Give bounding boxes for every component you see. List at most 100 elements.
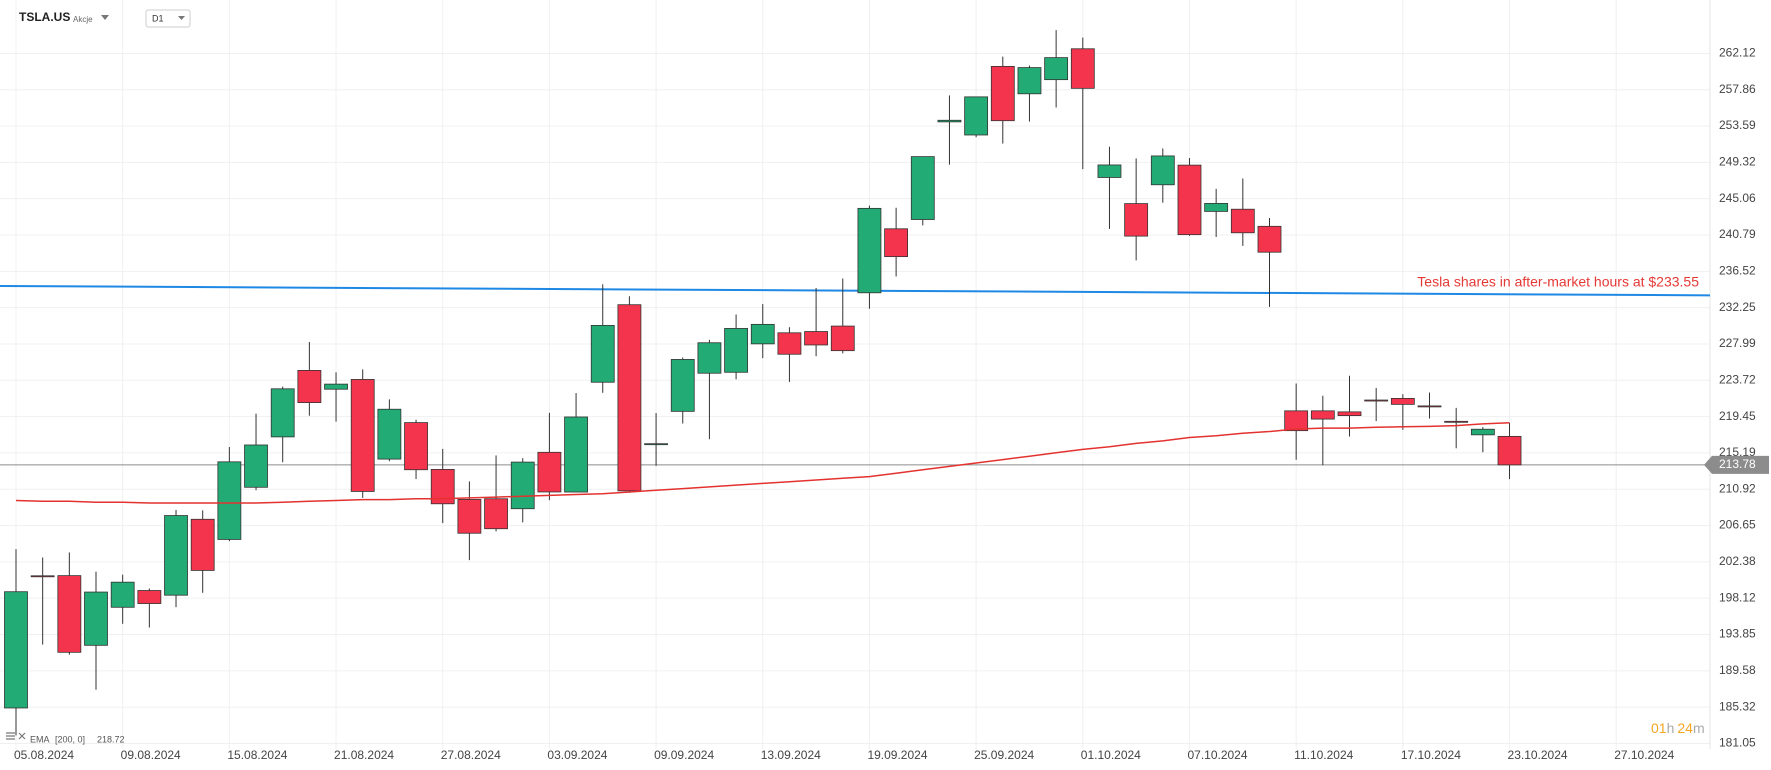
y-tick-label: 223.72 (1719, 372, 1756, 386)
candle-body (937, 119, 962, 123)
candle-body (910, 156, 935, 220)
candle-body (964, 96, 989, 136)
symbol: TSLA.US (19, 10, 70, 24)
candle-body (190, 518, 215, 571)
x-tick-label: 07.10.2024 (1187, 748, 1247, 762)
candle-body (1337, 411, 1362, 417)
x-tick-label: 15.08.2024 (227, 748, 287, 762)
candle-body (617, 304, 642, 492)
last-price-box (1704, 455, 1769, 474)
candle-body (30, 575, 55, 578)
ema-name: EMA (30, 734, 50, 744)
y-tick-label: 249.32 (1719, 155, 1756, 169)
y-tick-label: 210.92 (1719, 481, 1756, 495)
ema-params: [200, 0] (55, 734, 85, 744)
symbol-dropdown[interactable] (101, 15, 109, 20)
x-tick-label: 13.09.2024 (761, 748, 821, 762)
x-tick-label: 01.10.2024 (1081, 748, 1141, 762)
candle-body (4, 591, 28, 709)
candle-body (644, 443, 668, 446)
legend-close-icon[interactable] (18, 732, 26, 740)
candle-body (537, 451, 562, 493)
candle-body (1070, 48, 1095, 89)
candle-body (1177, 164, 1202, 236)
y-tick-label: 181.05 (1719, 736, 1756, 750)
timer-minutes-unit: m (1693, 720, 1705, 736)
candle-body (110, 581, 135, 608)
y-tick-label: 189.58 (1719, 663, 1756, 677)
y-tick-label: 219.45 (1719, 409, 1756, 423)
x-tick-label: 27.08.2024 (441, 748, 501, 762)
x-tick-label: 25.09.2024 (974, 748, 1034, 762)
candle-body (1310, 410, 1335, 420)
candle-body (297, 370, 322, 403)
y-tick-label: 215.19 (1719, 445, 1756, 459)
x-tick-label: 09.08.2024 (121, 748, 181, 762)
candle-body (84, 591, 108, 646)
candle-body (750, 323, 775, 345)
x-tick-label: 05.08.2024 (14, 748, 74, 762)
candle-body (670, 359, 695, 412)
y-tick-label: 236.52 (1719, 264, 1756, 278)
trendline (0, 284, 1711, 297)
x-tick-label: 23.10.2024 (1508, 748, 1568, 762)
y-tick-label: 193.85 (1719, 627, 1756, 641)
candle-body (857, 207, 882, 294)
candle-body (697, 342, 722, 374)
candle-body (564, 416, 588, 493)
ema-line (15, 422, 1510, 504)
annotation: Tesla shares in after-market hours at $2… (1417, 274, 1699, 290)
ema-last: 218.72 (97, 734, 125, 744)
candle-body (1417, 405, 1442, 408)
y-tick-label: 202.38 (1719, 554, 1756, 568)
y-tick-label: 253.59 (1719, 118, 1756, 132)
interval-select[interactable] (145, 9, 191, 28)
candle-body (830, 325, 855, 352)
candle-body (1257, 225, 1282, 253)
candle-body (377, 408, 402, 460)
y-tick-label: 262.12 (1719, 46, 1756, 60)
candle-body (430, 469, 455, 505)
candle-body (1470, 428, 1495, 436)
candle-body (1097, 164, 1122, 178)
candle-body (1284, 410, 1309, 432)
candle-body (1390, 398, 1415, 405)
candle-body (404, 422, 428, 471)
candle-body (457, 499, 482, 534)
candle-body (1444, 420, 1469, 423)
y-tick-label: 206.65 (1719, 518, 1756, 532)
candle-body (777, 332, 802, 355)
candle-body (1150, 155, 1175, 186)
candle-body (217, 461, 242, 540)
candle-body (484, 498, 508, 530)
y-tick-label: 227.99 (1719, 336, 1756, 350)
candle-body (724, 328, 748, 373)
candle-body (270, 388, 295, 438)
y-tick-label: 198.12 (1719, 590, 1756, 604)
timer-hours-unit: h (1667, 720, 1675, 736)
market: Akcje (73, 15, 93, 24)
timer-minutes: 24 (1677, 720, 1693, 736)
y-tick-label: 185.32 (1719, 699, 1756, 713)
interval: D1 (152, 13, 164, 23)
ema-legend: EMA [200, 0] 218.72 (6, 732, 125, 744)
y-tick-label: 245.06 (1719, 191, 1756, 205)
y-tick-label: 240.79 (1719, 227, 1756, 241)
legend-menu-icon[interactable] (6, 732, 15, 740)
timer: 01h 24m (1651, 720, 1705, 736)
candle-body (804, 331, 828, 346)
x-tick-label: 21.08.2024 (334, 748, 394, 762)
candle-body (1364, 399, 1389, 402)
x-tick-label: 03.09.2024 (547, 748, 607, 762)
candle-body (510, 461, 535, 510)
candle-body (324, 383, 348, 390)
candle-body (590, 324, 615, 383)
y-tick-label: 232.25 (1719, 300, 1756, 314)
candle-body (57, 575, 82, 653)
x-tick-label: 17.10.2024 (1401, 748, 1461, 762)
x-tick-label: 27.10.2024 (1614, 748, 1674, 762)
candle-body (884, 228, 909, 258)
interval-dropdown (178, 16, 185, 20)
